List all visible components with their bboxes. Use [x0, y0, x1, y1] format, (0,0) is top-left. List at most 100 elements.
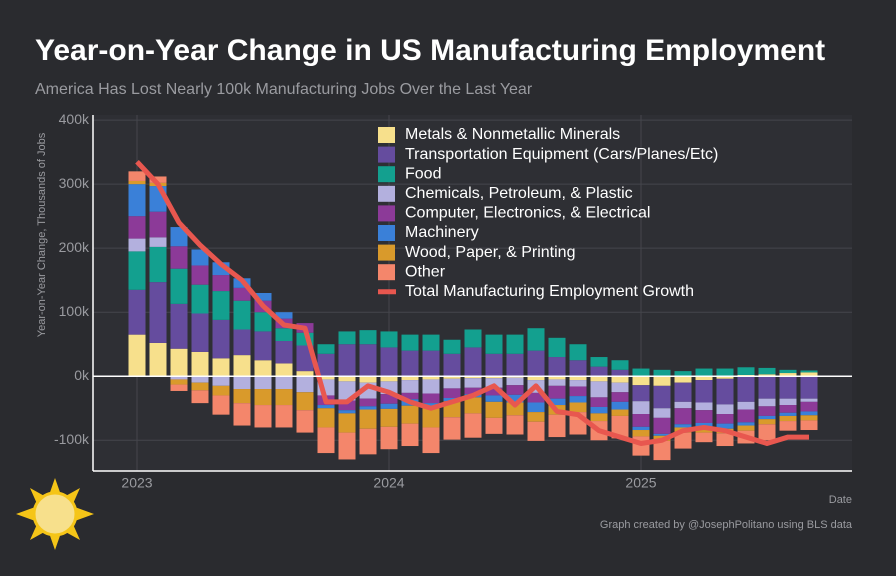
bar-segment — [653, 440, 671, 461]
bar-segment — [233, 329, 251, 356]
bar-segment — [401, 376, 419, 381]
bar-segment — [653, 433, 671, 436]
bar-segment — [779, 421, 797, 431]
bar-segment — [338, 344, 356, 377]
bar-segment — [338, 376, 356, 382]
bar-segment — [338, 400, 356, 411]
bar-segment — [212, 275, 230, 292]
bar-segment — [212, 395, 230, 415]
bar-segment — [695, 428, 713, 433]
bar-segment — [464, 413, 482, 438]
bar-segment — [359, 344, 377, 377]
bar-segment — [590, 406, 608, 414]
bar-segment — [149, 246, 167, 283]
bar-segment — [233, 376, 251, 390]
bar-segment — [464, 376, 482, 379]
bar-segment — [590, 366, 608, 377]
x-tick-label: 2023 — [121, 475, 152, 491]
bar-segment — [212, 376, 230, 386]
bar-segment — [212, 358, 230, 377]
bar-segment — [254, 405, 272, 428]
bar-segment — [317, 405, 335, 409]
bar-segment — [380, 403, 398, 409]
bar-segment — [506, 402, 524, 416]
bar-segment — [569, 344, 587, 361]
bar-segment — [464, 378, 482, 388]
bar-segment — [800, 401, 818, 412]
bar-segment — [275, 405, 293, 428]
bar-segment — [191, 249, 209, 266]
bar-segment — [548, 385, 566, 399]
bar-segment — [254, 331, 272, 361]
bar-segment — [275, 312, 293, 319]
bar-segment — [758, 376, 776, 399]
bar-segment — [569, 396, 587, 403]
bar-segment — [758, 419, 776, 425]
bar-segment — [380, 376, 398, 382]
bar-segment — [569, 360, 587, 377]
bar-segment — [443, 388, 461, 399]
bar-segment — [296, 410, 314, 433]
bar-segment — [758, 424, 776, 441]
bar-segment — [653, 408, 671, 418]
bar-segment — [254, 376, 272, 390]
bar-segment — [317, 376, 335, 380]
chart-title: Year-on-Year Change in US Manufacturing … — [35, 34, 825, 67]
bar-segment — [506, 415, 524, 435]
bar-segment — [737, 409, 755, 423]
bar-segment — [695, 402, 713, 411]
bar-segment — [779, 415, 797, 422]
legend-label: Chemicals, Petroleum, & Plastic — [405, 185, 633, 202]
bar-segment — [128, 251, 146, 290]
bar-segment — [674, 376, 692, 383]
legend: Metals & Nonmetallic Minerals Transportat… — [378, 126, 718, 300]
bar-segment — [611, 401, 629, 410]
bar-segment — [590, 381, 608, 398]
bar-segment — [212, 385, 230, 396]
bar-segment — [632, 368, 650, 377]
bar-segment — [149, 282, 167, 343]
bar-segment — [716, 433, 734, 447]
legend-swatch — [378, 244, 395, 261]
bar-segment — [149, 237, 167, 247]
bar-segment — [611, 360, 629, 370]
bar-segment — [443, 378, 461, 389]
bar-segment — [632, 376, 650, 386]
bar-segment — [422, 408, 440, 428]
bar-segment — [338, 413, 356, 433]
bar-segment — [233, 287, 251, 301]
bar-segment — [380, 394, 398, 404]
bar-segment — [653, 417, 671, 434]
bar-segment — [422, 427, 440, 454]
bar-segment — [443, 353, 461, 377]
bar-segment — [527, 328, 545, 351]
bar-segment — [275, 328, 293, 342]
bar-segment — [611, 415, 629, 439]
bar-segment — [338, 331, 356, 345]
bar-segment — [485, 387, 503, 396]
bar-segment — [296, 392, 314, 411]
bar-segment — [611, 382, 629, 393]
bar-segment — [527, 402, 545, 413]
bar-segment — [674, 408, 692, 425]
bar-segment — [401, 392, 419, 400]
bar-segment — [716, 414, 734, 424]
bar-segment — [548, 357, 566, 377]
bar-segment — [443, 376, 461, 379]
bar-segment — [800, 415, 818, 421]
bar-segment — [758, 415, 776, 420]
bar-segment — [380, 347, 398, 377]
bar-segment — [170, 227, 188, 247]
bar-segment — [737, 376, 755, 402]
bar-segment — [779, 376, 797, 399]
bar-segment — [548, 414, 566, 438]
bar-segment — [674, 401, 692, 409]
bars — [128, 171, 818, 461]
legend-label: Metals & Nonmetallic Minerals — [405, 126, 620, 143]
bar-segment — [800, 370, 818, 373]
bar-segment — [212, 291, 230, 320]
bar-segment — [149, 176, 167, 183]
bar-segment — [653, 376, 671, 386]
legend-swatch — [378, 146, 395, 163]
bar-segment — [254, 293, 272, 301]
